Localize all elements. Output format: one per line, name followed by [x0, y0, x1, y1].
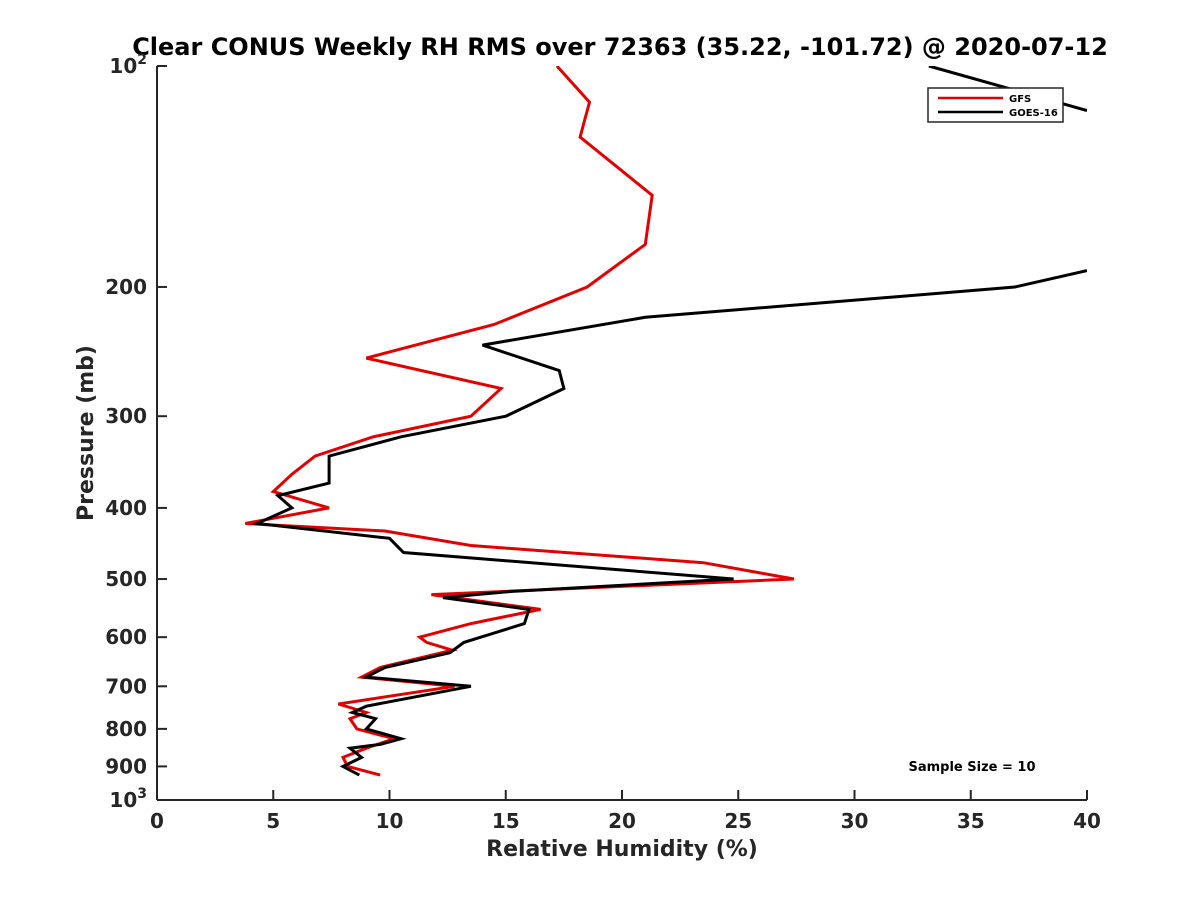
axes-background — [157, 66, 1087, 800]
series-goes-16-line — [251, 269, 1087, 777]
x-tick-label: 5 — [266, 809, 280, 833]
plot-area — [157, 66, 1087, 800]
legend-label-gfs: GFS — [1009, 94, 1031, 105]
axes-layer: 0 5 10 15 20 25 30 35 40 102 200 300 400 500 600 700 800… — [105, 52, 1101, 833]
y-tick-label: 102 — [109, 52, 147, 78]
y-tick-label: 400 — [105, 496, 147, 520]
y-tick-label: 103 — [109, 786, 147, 812]
chart-title: Clear CONUS Weekly RH RMS over 72363 (35… — [132, 33, 1108, 61]
x-tick-label: 20 — [608, 809, 636, 833]
sample-size-annotation: Sample Size = 10 — [908, 760, 1035, 775]
legend-box — [927, 87, 1064, 123]
x-axis-label: Relative Humidity (%) — [486, 837, 758, 862]
y-tick-label: 500 — [105, 567, 147, 591]
y-tick-label: 300 — [105, 404, 147, 428]
y-tick-label: 800 — [105, 717, 147, 741]
y-axis-label: Pressure (mb) — [74, 345, 99, 521]
x-tick-label: 40 — [1073, 809, 1101, 833]
x-tick-label: 30 — [841, 809, 869, 833]
x-tick-label: 0 — [150, 809, 164, 833]
x-tick-label: 25 — [724, 809, 752, 833]
legend-label-goes-16: GOES-16 — [1009, 108, 1058, 119]
x-tick-label: 15 — [492, 809, 520, 833]
series-gfs-line — [245, 66, 795, 777]
y-tick-label: 700 — [105, 674, 147, 698]
y-tick-label: 600 — [105, 625, 147, 649]
legend: GFS GOES-16 — [927, 87, 1064, 123]
x-tick-label: 35 — [957, 809, 985, 833]
x-tick-label: 10 — [376, 809, 404, 833]
y-tick-label: 900 — [105, 754, 147, 778]
y-tick-label: 200 — [105, 275, 147, 299]
